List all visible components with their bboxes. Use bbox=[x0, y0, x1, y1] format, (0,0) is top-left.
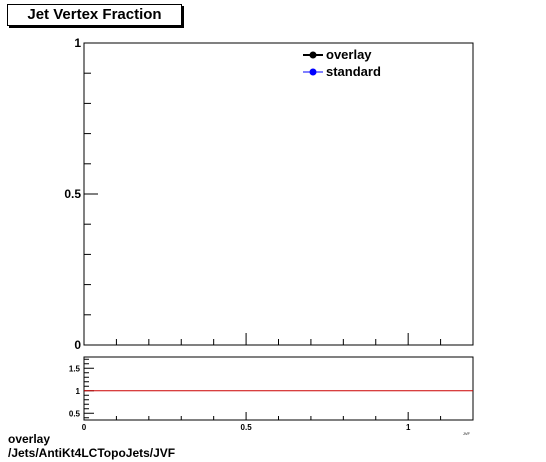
ratio-x-tick-label: 1 bbox=[406, 423, 411, 432]
ratio-y-axis: 0.5 1 1.5 bbox=[69, 358, 94, 419]
main-plot-frame bbox=[83, 42, 474, 346]
ratio-y-tick-label: 1.5 bbox=[69, 364, 81, 373]
legend-overlay-label: overlay bbox=[326, 47, 372, 62]
main-x-axis-ticks bbox=[83, 333, 474, 345]
main-y-tick-label: 0 bbox=[74, 338, 81, 352]
legend-overlay-marker bbox=[309, 51, 317, 59]
legend-standard-label: standard bbox=[326, 64, 381, 79]
legend-standard-marker bbox=[309, 68, 317, 76]
legend: overlay standard bbox=[303, 47, 381, 79]
main-y-axis: 00.51 bbox=[64, 36, 98, 352]
chart-title: Jet Vertex Fraction bbox=[7, 4, 182, 26]
footer-histogram-path: /Jets/AntiKt4LCTopoJets/JVF bbox=[8, 446, 176, 460]
ratio-x-axis-label: JVF bbox=[463, 431, 471, 436]
footer-sample-name: overlay bbox=[8, 432, 51, 446]
ratio-y-tick-label: 1 bbox=[76, 387, 81, 396]
main-y-tick-label: 0.5 bbox=[64, 187, 81, 201]
ratio-x-tick-label: 0.5 bbox=[241, 423, 253, 432]
main-y-tick-label: 1 bbox=[74, 36, 81, 50]
ratio-plot-frame bbox=[83, 356, 474, 421]
ratio-y-tick-label: 0.5 bbox=[69, 409, 81, 418]
ratio-x-axis: 0 0.5 1 bbox=[82, 412, 474, 432]
ratio-x-tick-label: 0 bbox=[82, 423, 87, 432]
